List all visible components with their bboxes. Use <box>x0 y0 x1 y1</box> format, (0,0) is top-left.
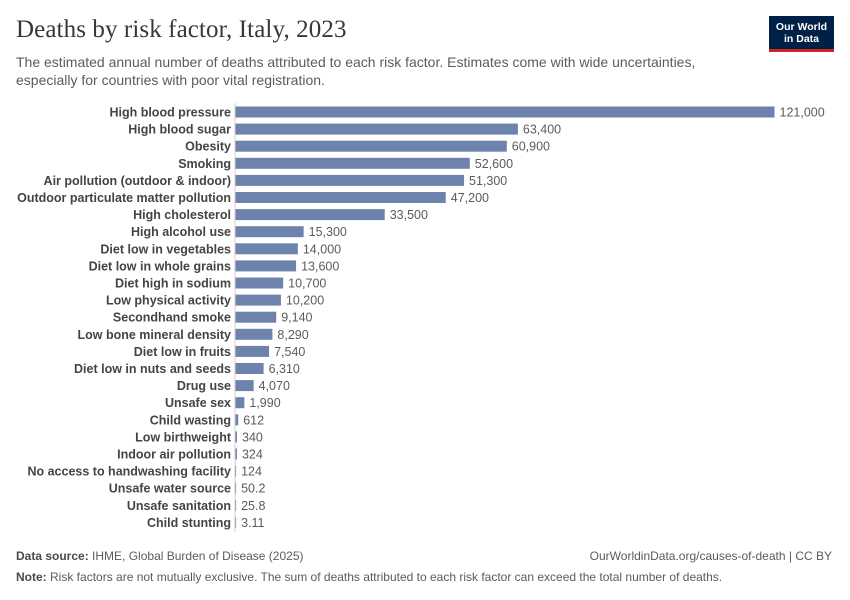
value-label: 6,310 <box>269 362 300 376</box>
bar[interactable] <box>235 345 270 357</box>
value-label: 25.8 <box>241 499 265 513</box>
category-label: Child stunting <box>147 516 231 530</box>
value-label: 4,070 <box>259 379 290 393</box>
bar[interactable] <box>235 363 264 374</box>
bar[interactable] <box>235 516 237 528</box>
category-label: Low bone mineral density <box>78 328 232 342</box>
bar[interactable] <box>235 243 298 255</box>
value-label: 14,000 <box>303 242 341 256</box>
value-label: 15,300 <box>309 225 347 239</box>
category-label: Air pollution (outdoor & indoor) <box>44 174 231 188</box>
chart-subtitle: The estimated annual number of deaths at… <box>16 54 696 88</box>
category-label: Drug use <box>177 379 231 393</box>
bar[interactable] <box>235 380 254 392</box>
value-label: 10,700 <box>288 277 326 291</box>
logo-line-1: Our World <box>775 21 828 33</box>
bar[interactable] <box>235 482 237 494</box>
bar[interactable] <box>235 294 281 306</box>
bar[interactable] <box>235 465 237 477</box>
bar[interactable] <box>235 397 245 409</box>
data-source-text[interactable]: IHME, Global Burden of Disease (2025) <box>92 549 304 563</box>
category-label: Child wasting <box>150 413 231 427</box>
category-label: Indoor air pollution <box>117 448 231 462</box>
category-label: Outdoor particulate matter pollution <box>17 191 231 205</box>
value-label: 63,400 <box>523 123 561 137</box>
bar[interactable] <box>235 106 775 118</box>
bar[interactable] <box>235 140 507 152</box>
chart-note: Note: Risk factors are not mutually excl… <box>16 570 722 584</box>
bar[interactable] <box>235 328 273 340</box>
value-label: 121,000 <box>780 106 825 120</box>
category-label: High blood sugar <box>128 123 231 137</box>
value-label: 324 <box>242 448 263 462</box>
bar[interactable] <box>235 226 304 238</box>
bar[interactable] <box>235 174 465 186</box>
category-label: Low birthweight <box>135 430 232 444</box>
value-label: 10,200 <box>286 294 324 308</box>
value-label: 7,540 <box>274 345 305 359</box>
category-label: Unsafe sanitation <box>127 499 231 513</box>
category-label: High alcohol use <box>131 225 231 239</box>
category-label: High cholesterol <box>133 208 231 222</box>
category-label: Unsafe water source <box>109 482 231 496</box>
value-label: 612 <box>243 413 264 427</box>
bar[interactable] <box>235 260 297 272</box>
owid-logo[interactable]: Our World in Data <box>769 16 834 52</box>
category-label: Diet low in nuts and seeds <box>74 362 231 376</box>
source-url[interactable]: OurWorldinData.org/causes-of-death | CC … <box>589 549 832 563</box>
category-label: No access to handwashing facility <box>27 465 231 479</box>
bar[interactable] <box>235 209 385 221</box>
category-label: Obesity <box>185 140 231 154</box>
category-label: Smoking <box>178 157 231 171</box>
bar[interactable] <box>235 311 277 323</box>
category-label: Secondhand smoke <box>113 311 231 325</box>
value-label: 50.2 <box>241 482 265 496</box>
bar[interactable] <box>235 431 238 443</box>
data-source-label: Data source: <box>16 549 89 563</box>
bar[interactable] <box>235 414 239 426</box>
bar[interactable] <box>235 277 284 289</box>
value-label: 1,990 <box>249 396 280 410</box>
category-label: Diet high in sodium <box>115 277 231 291</box>
bar[interactable] <box>235 157 470 169</box>
value-label: 13,600 <box>301 259 339 273</box>
bar[interactable] <box>235 123 518 135</box>
bar[interactable] <box>235 499 237 511</box>
value-label: 51,300 <box>469 174 507 188</box>
category-label: Unsafe sex <box>165 396 231 410</box>
value-label: 52,600 <box>475 157 513 171</box>
value-label: 340 <box>242 430 263 444</box>
bar[interactable] <box>235 448 237 460</box>
category-label: Diet low in vegetables <box>100 242 231 256</box>
logo-line-2: in Data <box>783 33 819 45</box>
value-label: 60,900 <box>512 140 550 154</box>
note-label: Note: <box>16 570 47 584</box>
bar-chart: High blood pressure 121,000 High blood sug… <box>17 103 825 532</box>
bar[interactable] <box>235 192 446 203</box>
value-label: 124 <box>241 465 262 479</box>
category-label: Low physical activity <box>106 294 231 308</box>
value-label: 9,140 <box>281 311 312 325</box>
value-label: 3.11 <box>241 516 264 530</box>
category-label: Diet low in fruits <box>134 345 231 359</box>
category-label: Diet low in whole grains <box>89 259 231 273</box>
value-label: 8,290 <box>277 328 308 342</box>
value-label: 33,500 <box>390 208 428 222</box>
category-label: High blood pressure <box>109 106 231 120</box>
data-source: Data source: IHME, Global Burden of Dise… <box>16 549 303 563</box>
chart-title: Deaths by risk factor, Italy, 2023 <box>16 16 347 43</box>
note-text: Risk factors are not mutually exclusive.… <box>50 570 723 584</box>
value-label: 47,200 <box>451 191 489 205</box>
